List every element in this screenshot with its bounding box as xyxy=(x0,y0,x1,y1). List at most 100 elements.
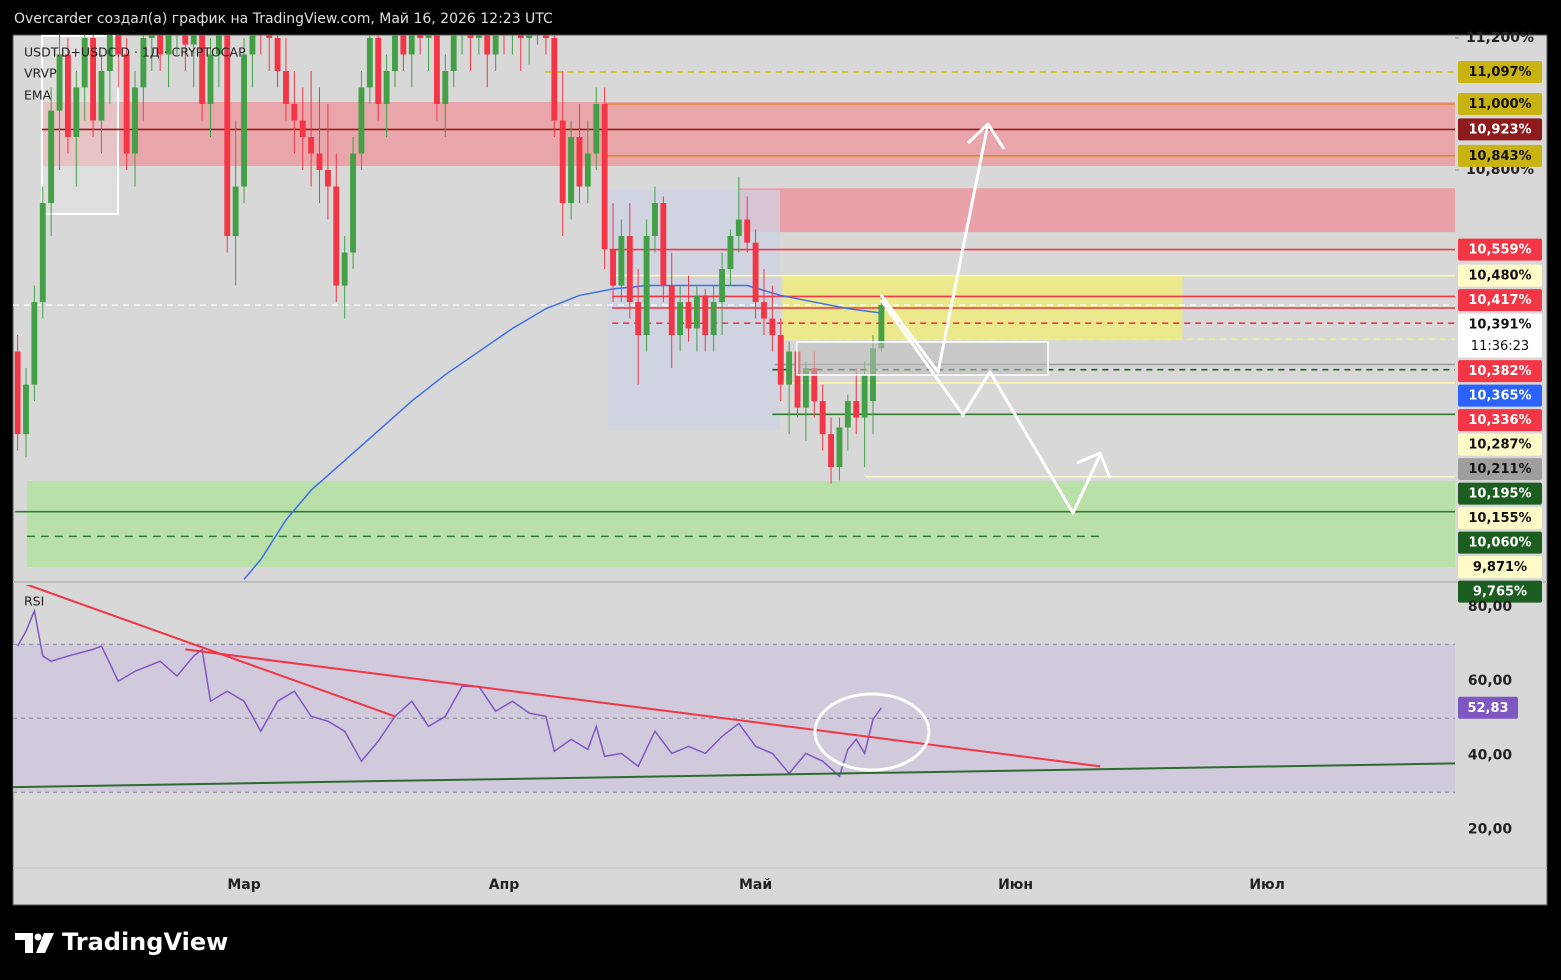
x-tick-label: Апр xyxy=(489,877,520,893)
trendline xyxy=(13,762,1455,789)
candle-body xyxy=(568,137,575,204)
candle-body xyxy=(316,153,323,171)
rsi-line xyxy=(16,608,882,778)
candle-body xyxy=(752,242,759,303)
logo-mark xyxy=(36,933,54,953)
candle-body xyxy=(719,269,725,303)
candle-body xyxy=(467,35,474,38)
candle-body xyxy=(207,54,214,104)
candle-body xyxy=(652,203,658,237)
candle-body xyxy=(132,87,138,154)
candle-body xyxy=(232,186,239,237)
candle-body xyxy=(39,203,46,303)
candle-body xyxy=(484,35,491,55)
candle-body xyxy=(853,401,860,418)
candle-body xyxy=(735,219,742,237)
candle-body xyxy=(802,368,809,408)
candle-body xyxy=(610,249,616,286)
candle-body xyxy=(115,35,122,55)
candle-body xyxy=(584,153,591,187)
candle-body xyxy=(710,302,717,336)
countdown: 11:36:23 xyxy=(1471,339,1529,354)
candle-body xyxy=(333,186,340,286)
candle-body xyxy=(73,87,80,138)
price-label: 10,336% xyxy=(1468,413,1531,428)
arrow-head xyxy=(1076,451,1112,479)
legend-indicator: VRVP xyxy=(24,66,57,81)
rsi-value-label: 52,83 xyxy=(1467,701,1508,716)
price-label-box xyxy=(1458,556,1542,579)
price-label-box xyxy=(1458,313,1542,358)
logo-mark xyxy=(34,933,42,941)
price-label-box xyxy=(1458,580,1542,603)
candle-body xyxy=(744,219,751,243)
candle-body xyxy=(643,236,650,336)
arrow-down xyxy=(879,299,1102,515)
candle-body xyxy=(559,120,566,204)
price-label-box xyxy=(1458,264,1542,287)
x-tick-label: Июн xyxy=(998,877,1033,893)
trendline xyxy=(25,585,396,718)
candle-body xyxy=(433,35,440,104)
candle-body xyxy=(366,37,373,88)
drawn-ellipse xyxy=(813,692,931,772)
trendline xyxy=(185,648,1101,768)
price-label-box xyxy=(1458,144,1542,167)
candle-body xyxy=(123,54,130,154)
y-tick-label: 40,00 xyxy=(1468,747,1513,763)
candle-body xyxy=(442,70,449,104)
candle-body xyxy=(861,374,868,418)
zone xyxy=(26,480,1455,568)
candle-body xyxy=(761,302,767,319)
candle-body xyxy=(693,295,700,329)
x-tick-label: Июл xyxy=(1249,877,1285,893)
candle-body xyxy=(375,37,382,104)
candle-body xyxy=(224,35,231,237)
legend-indicator: EMA xyxy=(24,88,52,103)
candle-body xyxy=(777,335,784,385)
candle-body xyxy=(677,302,684,336)
x-tick-label: Май xyxy=(739,877,772,893)
price-label: 10,843% xyxy=(1468,149,1531,164)
candle-body xyxy=(417,35,424,38)
price-label-box xyxy=(1458,289,1542,312)
candle-body xyxy=(56,54,63,111)
price-label: 11,097% xyxy=(1468,65,1531,80)
candle-body xyxy=(182,35,189,45)
candle-body xyxy=(492,35,499,55)
candle-body xyxy=(266,35,273,38)
price-label: 10,195% xyxy=(1468,487,1531,502)
candle-body xyxy=(324,170,331,187)
candle-body xyxy=(844,401,851,428)
candle-body xyxy=(543,35,549,38)
candle-body xyxy=(274,37,281,71)
level-lines xyxy=(13,71,1455,538)
zone xyxy=(739,188,1455,233)
candle-body xyxy=(400,35,407,55)
price-label: 10,365% xyxy=(1468,389,1531,404)
candle-body xyxy=(660,203,667,286)
price-label: 10,060% xyxy=(1468,536,1531,551)
price-pane xyxy=(13,35,1455,580)
candle-body xyxy=(291,103,298,121)
candle-body xyxy=(593,103,600,154)
y-tick-label: 60,00 xyxy=(1468,673,1513,689)
y-tick-label: 80,00 xyxy=(1468,599,1513,615)
price-label-box xyxy=(1458,409,1542,432)
candle-body xyxy=(819,401,826,435)
candle-body xyxy=(299,120,306,138)
y-tick-label: 11,200% xyxy=(1466,30,1534,46)
arrow-up xyxy=(879,123,990,374)
candle-body xyxy=(140,37,147,88)
price-label-box xyxy=(1458,531,1542,554)
candle-body xyxy=(811,368,818,402)
axes: 11,200%10,800%11,097%11,000%10,923%10,84… xyxy=(227,30,1542,893)
candle-body xyxy=(98,70,105,121)
price-label-box xyxy=(1458,60,1542,83)
candle-body xyxy=(215,35,222,55)
arrow-head xyxy=(966,122,1006,150)
legend-symbol: USDT.D+USDC.D · 1Д · CRYPTOCAP xyxy=(24,45,246,60)
candle-body xyxy=(576,137,583,187)
forecast-arrows xyxy=(879,122,1112,515)
